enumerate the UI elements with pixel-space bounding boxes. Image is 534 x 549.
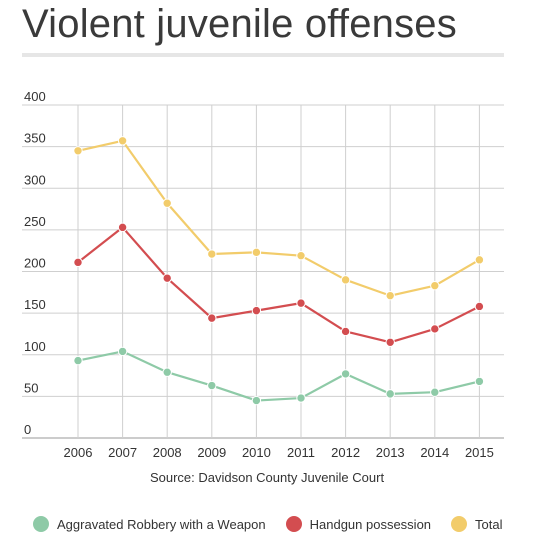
data-point-total-2010 (251, 247, 262, 258)
x-tick-label-2013: 2013 (376, 445, 405, 460)
data-point-robbery-2010 (251, 395, 262, 406)
data-point-robbery-2007 (117, 346, 128, 357)
y-tick-label-150: 150 (24, 297, 46, 312)
y-tick-label-100: 100 (24, 339, 46, 354)
legend-swatch-total (451, 516, 468, 532)
data-point-handgun-2009 (207, 313, 217, 323)
legend: Aggravated Robbery with a Weapon Handgun… (33, 516, 523, 532)
y-tick-label-350: 350 (24, 131, 46, 146)
data-point-robbery-2008 (162, 367, 172, 377)
data-point-handgun-2011 (296, 298, 306, 308)
title-divider (22, 53, 504, 57)
legend-item-robbery: Aggravated Robbery with a Weapon (33, 516, 266, 532)
legend-swatch-robbery (33, 516, 49, 532)
legend-label-total: Total (475, 516, 503, 532)
x-tick-label-2014: 2014 (420, 445, 449, 460)
y-tick-label-0: 0 (24, 422, 31, 437)
data-point-robbery-2013 (385, 389, 395, 399)
data-point-handgun-2014 (430, 324, 440, 334)
data-point-total-2014 (430, 280, 440, 291)
legend-label-handgun: Handgun possession (309, 516, 432, 532)
data-point-total-2011 (296, 250, 306, 261)
data-point-robbery-2014 (430, 387, 440, 397)
data-point-total-2006 (73, 146, 83, 156)
series-line-robbery (77, 350, 480, 402)
x-tick-label-2009: 2009 (197, 445, 226, 460)
y-tick-label-250: 250 (24, 214, 46, 229)
y-tick-label-400: 400 (24, 89, 46, 104)
data-point-handgun-2006 (73, 257, 83, 268)
data-point-handgun-2015 (474, 301, 485, 312)
y-tick-label-300: 300 (24, 172, 46, 187)
data-point-handgun-2012 (340, 326, 351, 337)
data-point-total-2008 (162, 198, 172, 208)
series-line-handgun (77, 226, 480, 344)
data-point-robbery-2012 (340, 369, 351, 379)
x-tick-label-2006: 2006 (64, 445, 93, 460)
x-tick-label-2011: 2011 (287, 445, 315, 460)
x-tick-label-2010: 2010 (242, 445, 271, 460)
x-tick-label-2012: 2012 (331, 445, 360, 460)
data-point-handgun-2013 (385, 337, 395, 347)
data-point-robbery-2009 (207, 380, 217, 391)
data-point-robbery-2015 (474, 376, 485, 387)
legend-item-handgun: Handgun possession (285, 516, 432, 532)
x-tick-label-2008: 2008 (153, 445, 182, 460)
data-point-handgun-2007 (117, 222, 128, 233)
data-point-handgun-2008 (162, 273, 172, 283)
series-line-total (77, 139, 480, 297)
data-point-handgun-2010 (251, 305, 262, 316)
data-point-total-2012 (340, 275, 351, 285)
legend-label-robbery: Aggravated Robbery with a Weapon (57, 516, 266, 532)
data-point-total-2009 (207, 249, 217, 259)
y-tick-label-50: 50 (24, 380, 38, 395)
source-note: Source: Davidson County Juvenile Court (149, 470, 385, 485)
legend-swatch-handgun (285, 516, 302, 532)
y-tick-label-200: 200 (24, 256, 46, 271)
chart-title: Violent juvenile offenses (22, 2, 457, 46)
data-point-robbery-2006 (73, 355, 83, 366)
data-point-total-2015 (474, 255, 485, 265)
line-chart: 0 50 100 150 200 250 300 350 400 2006 2007 2008 2009… (22, 89, 504, 460)
data-point-robbery-2011 (296, 393, 306, 403)
x-tick-label-2015: 2015 (465, 445, 494, 460)
legend-item-total: Total (451, 516, 503, 532)
data-point-total-2013 (385, 290, 395, 301)
x-tick-label-2007: 2007 (108, 445, 137, 460)
data-point-total-2007 (117, 136, 128, 146)
